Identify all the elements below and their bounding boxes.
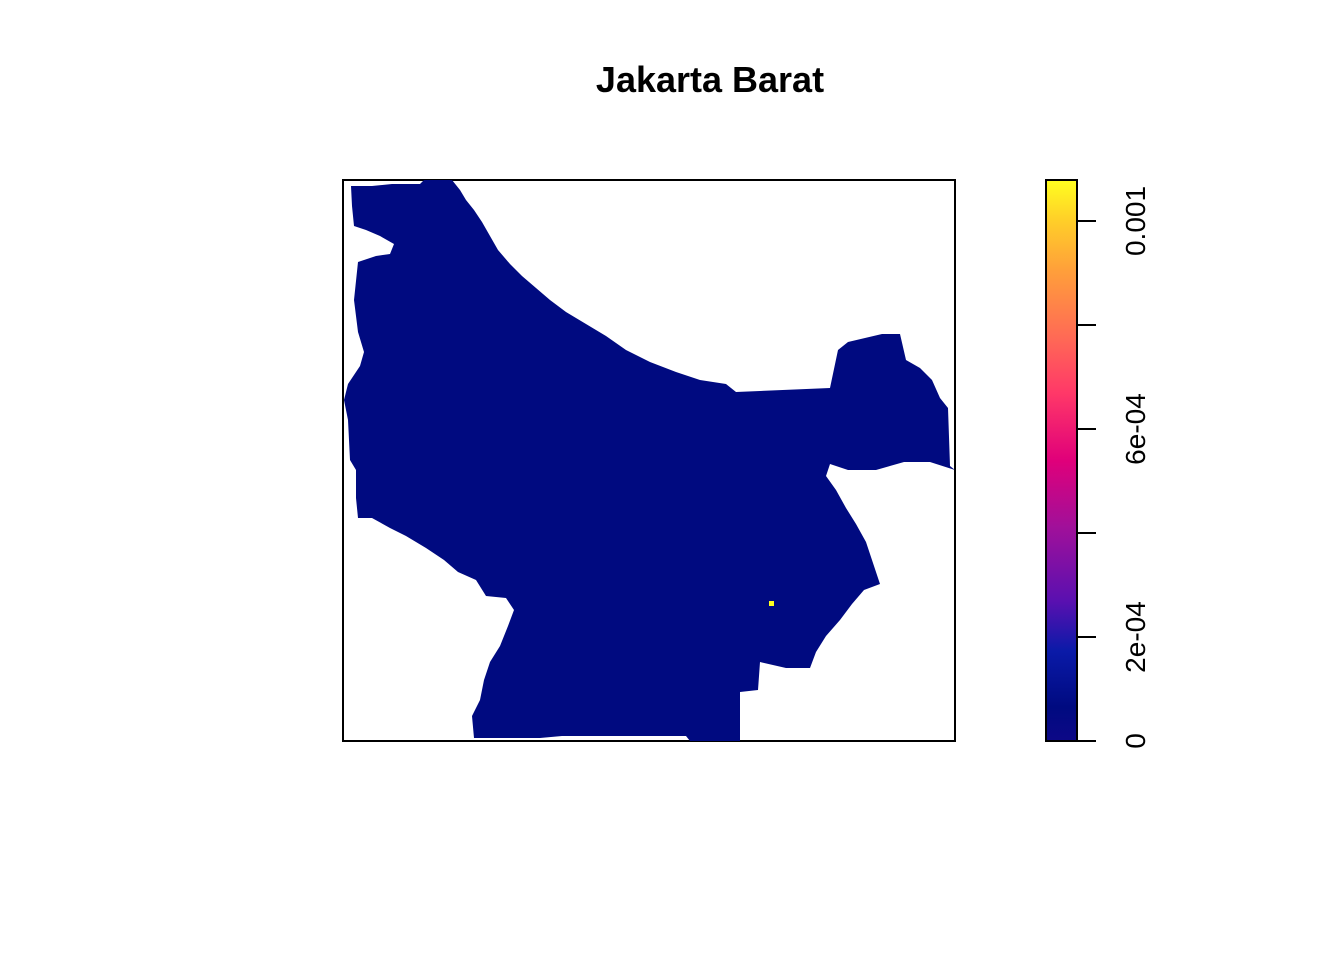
tick-label-0: 0 [1120,733,1151,749]
tick-label-2e-04: 2e-04 [1120,601,1151,673]
hotspot-cell [769,601,774,606]
colorbar [1045,179,1078,742]
region-jakarta-barat [344,180,955,741]
map-title: Jakarta Barat [596,59,824,100]
tick-label-0.001: 0.001 [1120,186,1151,256]
colorbar-ticks [1077,220,1096,742]
tick-label-6e-04: 6e-04 [1120,393,1151,465]
